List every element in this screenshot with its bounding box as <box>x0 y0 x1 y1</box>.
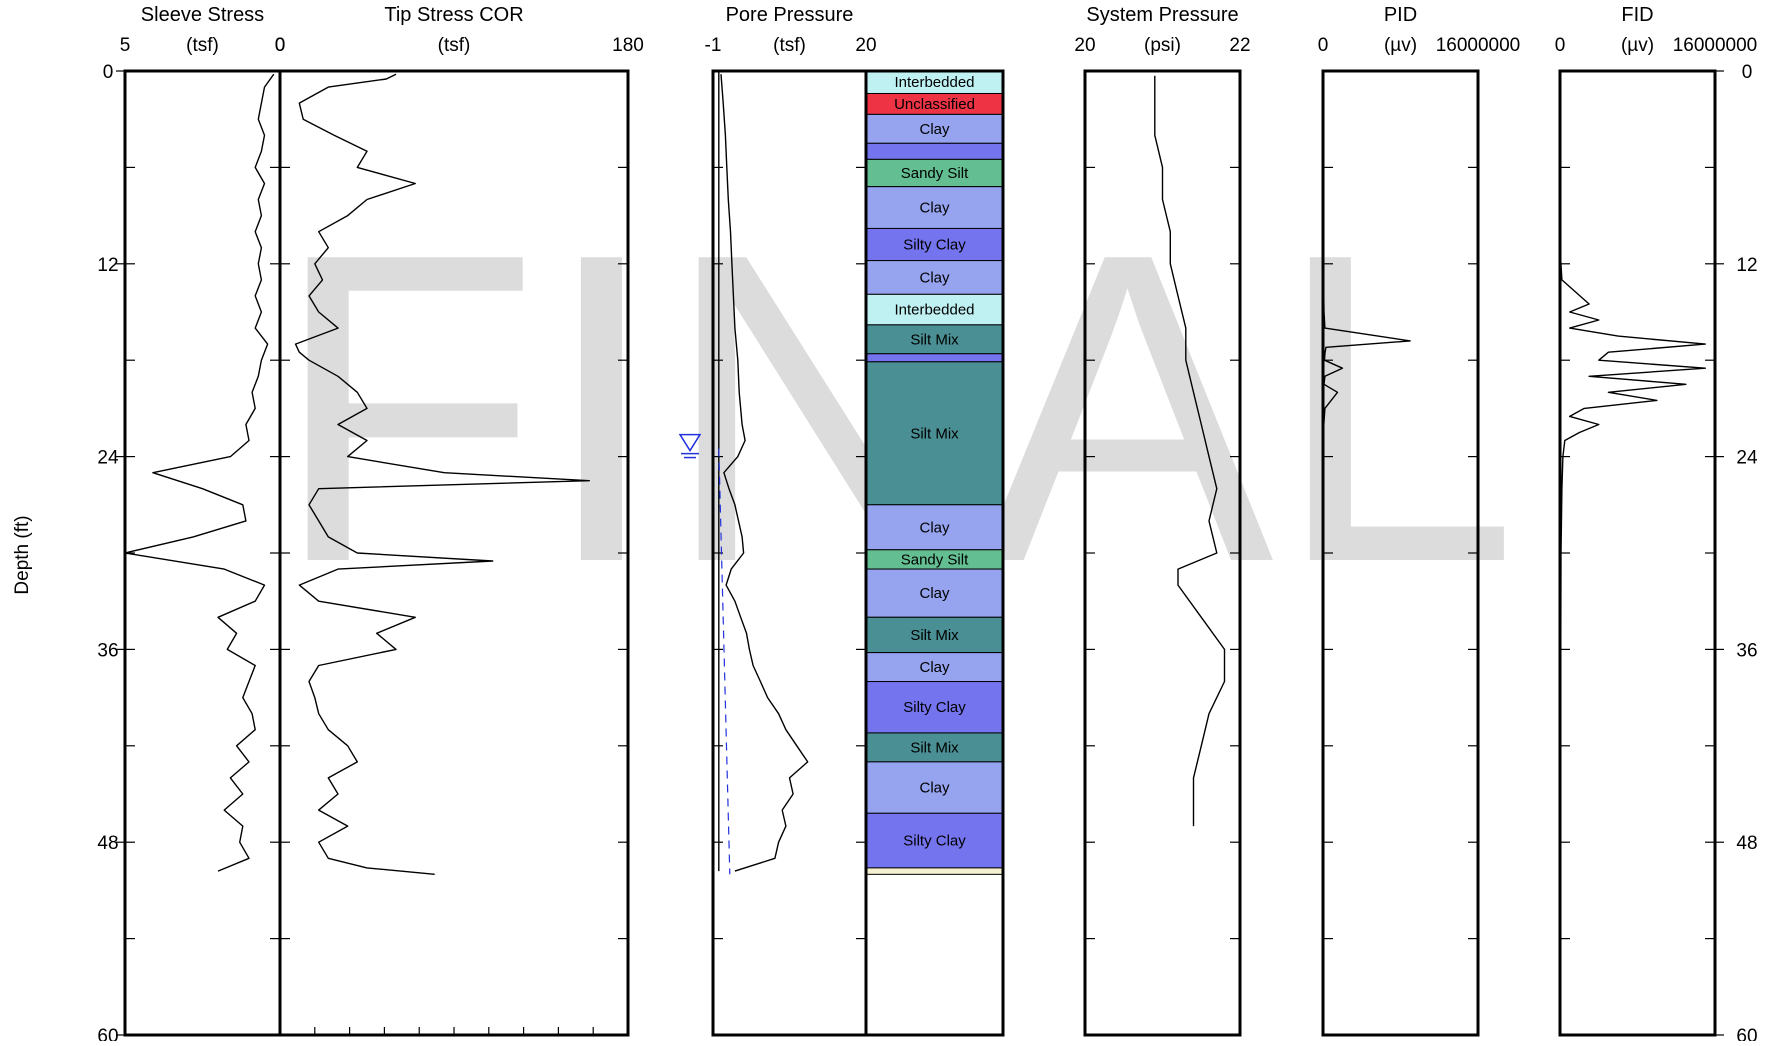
soil-layer <box>865 142 1004 160</box>
pore-title: Pore Pressure <box>726 4 854 26</box>
soil-layer <box>865 568 1004 618</box>
tip-title: Tip Stress COR <box>384 4 523 26</box>
tip-axis-unit: (tsf) <box>438 35 471 56</box>
pid-title: PID <box>1384 4 1417 26</box>
soil-layer-label: Silty Clay <box>903 699 966 716</box>
pore-axis-min: -1 <box>705 35 722 56</box>
soil-layer-label: Sandy Silt <box>901 551 969 568</box>
panel-frames <box>116 69 1724 1037</box>
depth-tick-label-left: 24 <box>97 448 119 469</box>
soil-layer-label: Clay <box>919 585 950 602</box>
sleeve-frame <box>123 69 282 1037</box>
water-table-icon <box>678 433 702 452</box>
fid-curve-7 <box>1559 247 1707 843</box>
system-curve-5 <box>1154 75 1226 827</box>
system-title: System Pressure <box>1086 4 1238 26</box>
fid-axis-max: 16000000 <box>1673 35 1758 56</box>
fid-axis-min: 0 <box>1555 35 1566 56</box>
depth-tick-label-left: 36 <box>97 640 118 661</box>
pid-curve-6 <box>1322 247 1411 827</box>
depth-tick-label-right: 48 <box>1736 833 1757 854</box>
depth-tick-label-right: 60 <box>1736 1026 1757 1041</box>
pid-axis-unit: (µv) <box>1384 35 1417 56</box>
pore-curve-2 <box>720 74 809 872</box>
soil-layer <box>865 812 1004 869</box>
soil-layer <box>865 293 1004 326</box>
soil-layer <box>865 867 1004 875</box>
soil-layer-label: Silt Mix <box>910 627 959 644</box>
depth-tick-label-left: 12 <box>97 255 118 276</box>
fid-title: FID <box>1621 4 1653 26</box>
soil-layers: Interbedded Unclassified Clay Sandy Silt Cla… <box>865 70 1004 875</box>
soil-layer-label: Clay <box>919 659 950 676</box>
soil-layer <box>865 616 1004 654</box>
soil-layer-label: Sandy Silt <box>901 165 969 182</box>
depth-axis-label: Depth (ft) <box>12 515 33 594</box>
depth-tick-label-right: 12 <box>1736 255 1757 276</box>
depth-tick-label-left: 60 <box>97 1026 118 1041</box>
soil-layer <box>865 353 1004 363</box>
system-axis-unit: (psi) <box>1144 35 1181 56</box>
tip-axis-max: 180 <box>612 35 644 56</box>
depth-tick-label-right: 0 <box>1742 62 1753 83</box>
tip-curve-1 <box>294 73 590 875</box>
pid-axis-max: 16000000 <box>1436 35 1521 56</box>
soil-layer-label: Clay <box>919 519 950 536</box>
soil-layer-label: Silt Mix <box>910 425 959 442</box>
sleeve-axis-max: 0 <box>275 35 286 56</box>
pore-axis-max: 20 <box>855 35 876 56</box>
sleeve-axis-unit: (tsf) <box>186 35 219 56</box>
system-axis-min: 20 <box>1074 35 1095 56</box>
soil-layer <box>865 324 1004 355</box>
depth-tick-label-right: 24 <box>1736 448 1758 469</box>
soil-layer-label: Silty Clay <box>903 237 966 254</box>
fid-axis-unit: (µv) <box>1621 35 1654 56</box>
fid-frame <box>1558 69 1717 1037</box>
pid-axis-min: 0 <box>1318 35 1329 56</box>
soil-layer-label: Silt Mix <box>910 331 959 348</box>
data-curves <box>124 71 1707 875</box>
soil-layer-label: Clay <box>919 200 950 217</box>
soil-layer-label: Interbedded <box>894 302 974 319</box>
soil-layer <box>865 361 1004 506</box>
soil-layer-label: Silty Clay <box>903 833 966 850</box>
sleeve-curve-0 <box>124 73 275 872</box>
sleeve-axis-min: 5 <box>120 35 131 56</box>
soil-layer-label: Interbedded <box>894 74 974 91</box>
soil-layer-label: Unclassified <box>894 96 975 113</box>
pore-curve-4 <box>718 448 731 875</box>
soil-frame <box>864 69 1005 1037</box>
depth-tick-label-right: 36 <box>1736 640 1757 661</box>
soil-layer-label: Clay <box>919 269 950 286</box>
pore-axis-unit: (tsf) <box>773 35 806 56</box>
system-axis-max: 22 <box>1229 35 1250 56</box>
tip-axis-min: 0 <box>275 35 286 56</box>
depth-tick-label-left: 48 <box>97 833 118 854</box>
soil-layer-label: Clay <box>919 780 950 797</box>
soil-layer-label: Clay <box>919 121 950 138</box>
depth-tick-label-left: 0 <box>103 62 114 83</box>
soil-layer-label: Silt Mix <box>910 739 959 756</box>
sleeve-title: Sleeve Stress <box>141 4 264 26</box>
